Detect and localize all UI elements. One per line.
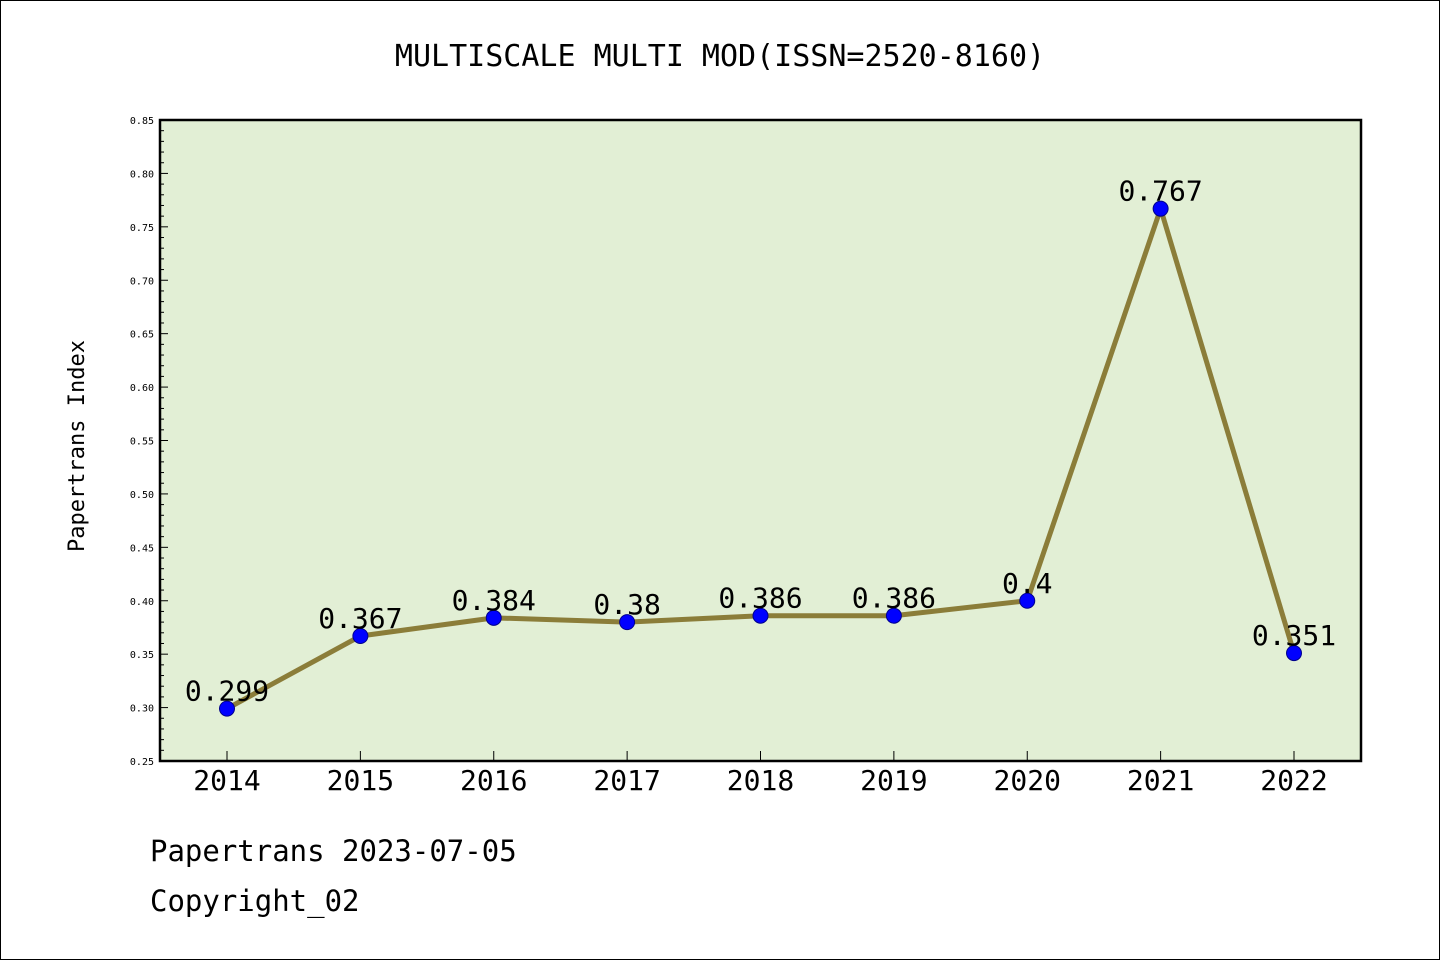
x-tick-label: 2014: [193, 764, 260, 797]
data-point: [1019, 592, 1036, 609]
x-tick-label: 2018: [727, 764, 794, 797]
y-tick-label: 0.50: [130, 490, 154, 501]
data-point: [1152, 200, 1169, 217]
data-label: 0.386: [718, 582, 802, 615]
data-label: 0.367: [318, 602, 402, 635]
y-tick-label: 0.45: [130, 543, 154, 554]
x-axis: 2014 2015 2016 2017 2018 2019 2020 2021 2022: [193, 751, 1328, 797]
data-point: [619, 614, 636, 631]
data-label: 0.384: [452, 584, 536, 617]
y-tick-label: 0.25: [130, 757, 154, 768]
data-label: 0.767: [1118, 175, 1202, 208]
data-label: 0.4: [1002, 567, 1053, 600]
data-label: 0.351: [1252, 619, 1336, 652]
y-tick-label: 0.35: [130, 650, 154, 661]
data-label: 0.299: [185, 675, 269, 708]
y-tick-label: 0.30: [130, 704, 154, 715]
x-tick-label: 2017: [593, 764, 660, 797]
chart-title: MULTISCALE MULTI MOD(ISSN=2520-8160): [395, 39, 1045, 74]
x-tick-label: 2016: [460, 764, 527, 797]
y-tick-label: 0.60: [130, 383, 154, 394]
y-tick-label: 0.85: [130, 116, 154, 127]
data-point: [752, 607, 769, 624]
data-points: [219, 200, 1302, 717]
data-labels: 0.299 0.367 0.384 0.38 0.386 0.386 0.4 0.767 0.3…: [185, 175, 1336, 708]
data-point: [485, 609, 502, 626]
y-tick-label: 0.80: [130, 169, 154, 180]
y-tick-label: 0.55: [130, 437, 154, 448]
x-tick-label: 2020: [994, 764, 1061, 797]
x-tick-label: 2021: [1127, 764, 1194, 797]
footer-copyright: Copyright_02: [150, 884, 360, 918]
plot-area: [160, 120, 1361, 761]
data-label: 0.38: [593, 588, 660, 621]
data-label: 0.386: [852, 582, 936, 615]
data-point: [352, 628, 369, 645]
data-point: [885, 607, 902, 624]
y-tick-label: 0.70: [130, 276, 154, 287]
footer-date-line: Papertrans 2023-07-05: [150, 834, 517, 868]
plot-border: [158, 118, 1363, 763]
y-axis-label: Papertrans Index: [65, 340, 90, 552]
x-tick-label: 2015: [327, 764, 394, 797]
y-tick-label: 0.65: [130, 330, 154, 341]
x-tick-label: 2019: [860, 764, 927, 797]
y-tick-label: 0.75: [130, 223, 154, 234]
y-tick-label: 0.40: [130, 597, 154, 608]
data-point: [1286, 645, 1302, 662]
data-point: [219, 700, 235, 717]
x-tick-label: 2022: [1260, 764, 1327, 797]
